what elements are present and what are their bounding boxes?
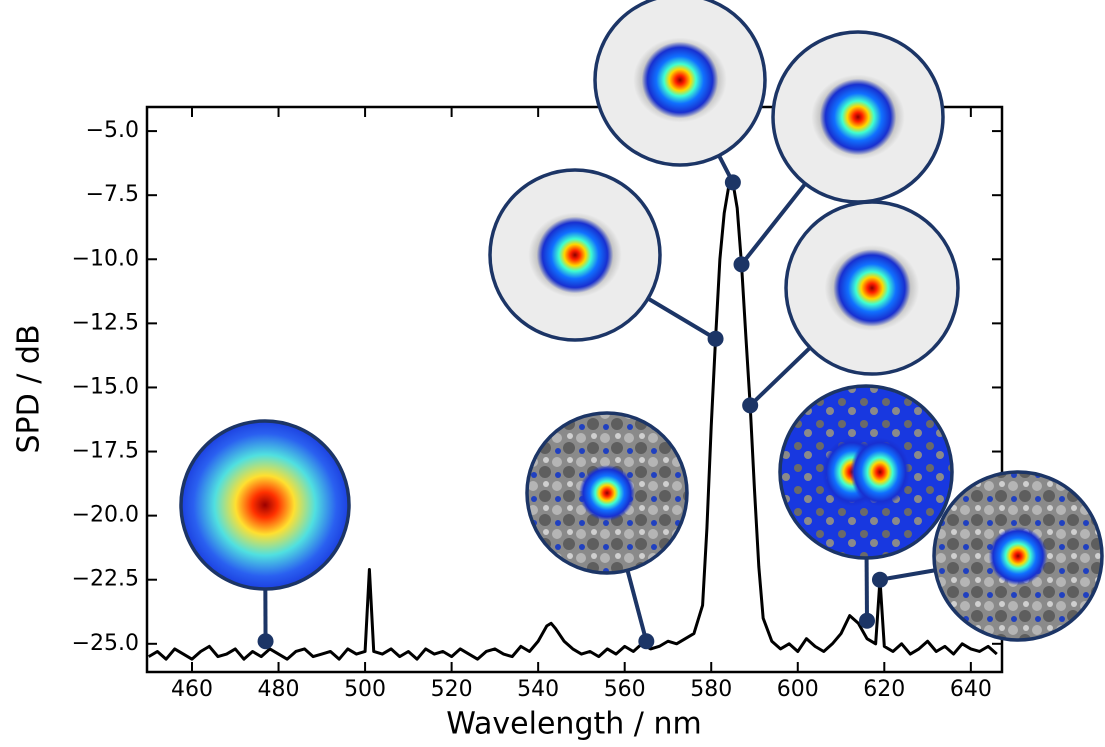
y-tick-label: −7.5: [86, 182, 139, 207]
leader-line: [646, 296, 717, 341]
inset-mode: [833, 249, 911, 327]
inset-mode: [641, 41, 719, 119]
spectrum-line: [147, 180, 998, 661]
inset-border: [778, 384, 954, 560]
y-axis-label: SPD / dB: [12, 324, 47, 453]
x-axis-label: Wavelength / nm: [446, 707, 701, 742]
inset-border: [932, 470, 1104, 642]
mode-inset: [778, 384, 954, 560]
x-tick-label: 640: [950, 677, 992, 702]
leader-line: [739, 182, 807, 266]
inset-background: [181, 421, 349, 589]
y-tick-label: −15.0: [72, 374, 139, 399]
y-tick-label: −17.5: [72, 439, 139, 464]
mode-inset: [593, 0, 767, 167]
y-tick-label: −25.0: [72, 631, 139, 656]
mode-inset: [771, 30, 945, 204]
x-tick-label: 580: [690, 677, 732, 702]
x-tick-label: 500: [344, 677, 386, 702]
x-tick-label: 540: [517, 677, 559, 702]
y-tick-label: −22.5: [72, 567, 139, 592]
x-tick-label: 480: [258, 677, 300, 702]
mode-inset: [932, 470, 1104, 642]
inset-border: [784, 200, 960, 376]
insets: [179, 0, 1104, 650]
mode-inset: [525, 411, 689, 575]
inset-mode: [849, 437, 911, 507]
marker: [707, 330, 724, 347]
marker: [257, 633, 274, 650]
marker: [724, 174, 741, 191]
x-tick-label: 600: [777, 677, 819, 702]
y-tick-label: −10.0: [72, 246, 139, 271]
plot-frame: [145, 105, 1004, 674]
marker: [871, 571, 888, 588]
inset-border: [593, 0, 767, 167]
inset-border: [525, 411, 689, 575]
inset-mode: [988, 526, 1048, 586]
mode-inset: [784, 200, 960, 376]
leader-line: [625, 569, 649, 642]
inset-border: [488, 168, 662, 342]
x-tick-label: 520: [431, 677, 473, 702]
marker: [638, 633, 655, 650]
leader-line: [879, 568, 936, 582]
x-tick-label: 560: [604, 677, 646, 702]
inset-mode: [536, 216, 614, 294]
inset-mode: [819, 78, 897, 156]
y-tick-label: −5.0: [86, 118, 139, 143]
inset-mode: [579, 465, 635, 521]
marker: [859, 612, 875, 629]
mode-inset: [488, 168, 662, 342]
x-tick-label: 460: [171, 677, 213, 702]
x-tick-label: 620: [863, 677, 905, 702]
y-tick-label: −20.0: [72, 503, 139, 528]
marker: [733, 256, 750, 273]
inset-border: [179, 419, 351, 591]
mode-inset: [179, 419, 351, 591]
leader-line: [748, 346, 812, 407]
y-tick-label: −12.5: [72, 310, 139, 335]
marker: [742, 397, 759, 414]
